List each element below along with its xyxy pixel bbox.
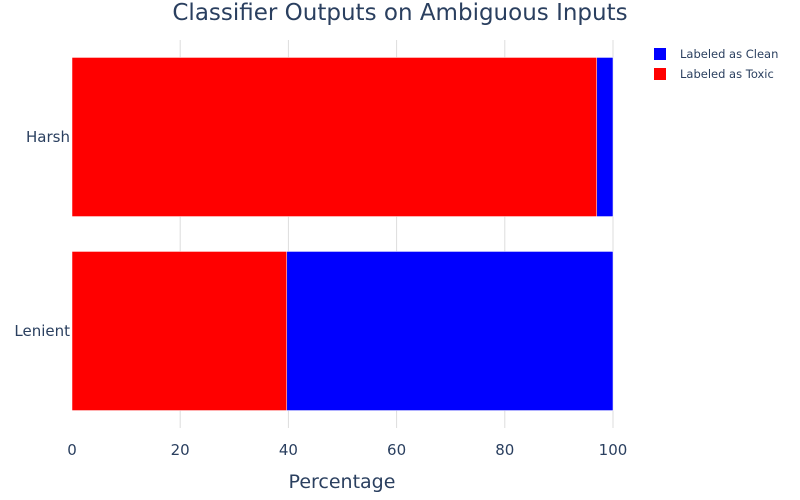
y-tick-label: Harsh [26,128,70,146]
x-tick-label: 20 [171,441,190,459]
x-axis-label: Percentage [289,471,396,493]
chart-title: Classifier Outputs on Ambiguous Inputs [172,0,627,26]
x-tick-label: 0 [67,441,77,459]
y-tick-label: Lenient [14,322,70,340]
x-tick-label: 80 [495,441,514,459]
legend-label: Labeled as Clean [680,47,778,61]
legend-swatch [654,68,666,80]
x-tick-label: 40 [279,441,298,459]
x-tick-label: 60 [387,441,406,459]
bar-series [71,57,614,411]
legend-swatch [654,48,666,60]
bar-segment[interactable] [596,57,614,217]
y-axis-ticks: Harsh Lenient [14,128,70,340]
bar-segment[interactable] [71,251,288,411]
bar-segment[interactable] [286,251,614,411]
legend[interactable]: Labeled as Clean Labeled as Toxic [654,47,778,81]
x-axis-ticks: 0 20 40 60 80 100 [67,441,627,459]
x-tick-label: 100 [599,441,628,459]
bar-segment[interactable] [71,57,598,217]
legend-label: Labeled as Toxic [680,67,774,81]
